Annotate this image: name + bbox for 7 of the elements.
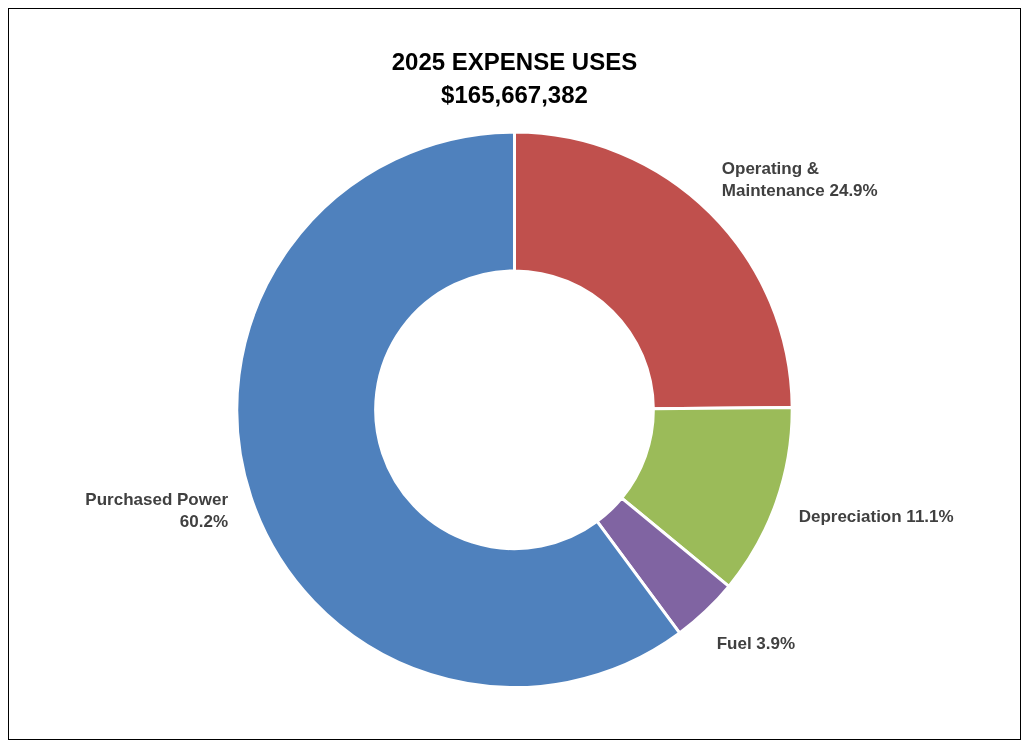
slice-label: Operating & Maintenance 24.9% (721, 159, 878, 201)
slice-label: Purchased Power (85, 489, 229, 509)
slice-label: Depreciation 11.1% (798, 507, 954, 527)
data-label: 60.2% (179, 511, 229, 531)
chart-subtitle: $165,667,382 (441, 80, 588, 108)
chart-title: 2025 EXPENSE USES (391, 48, 638, 76)
slice-label: Fuel 3.9% (716, 633, 796, 653)
